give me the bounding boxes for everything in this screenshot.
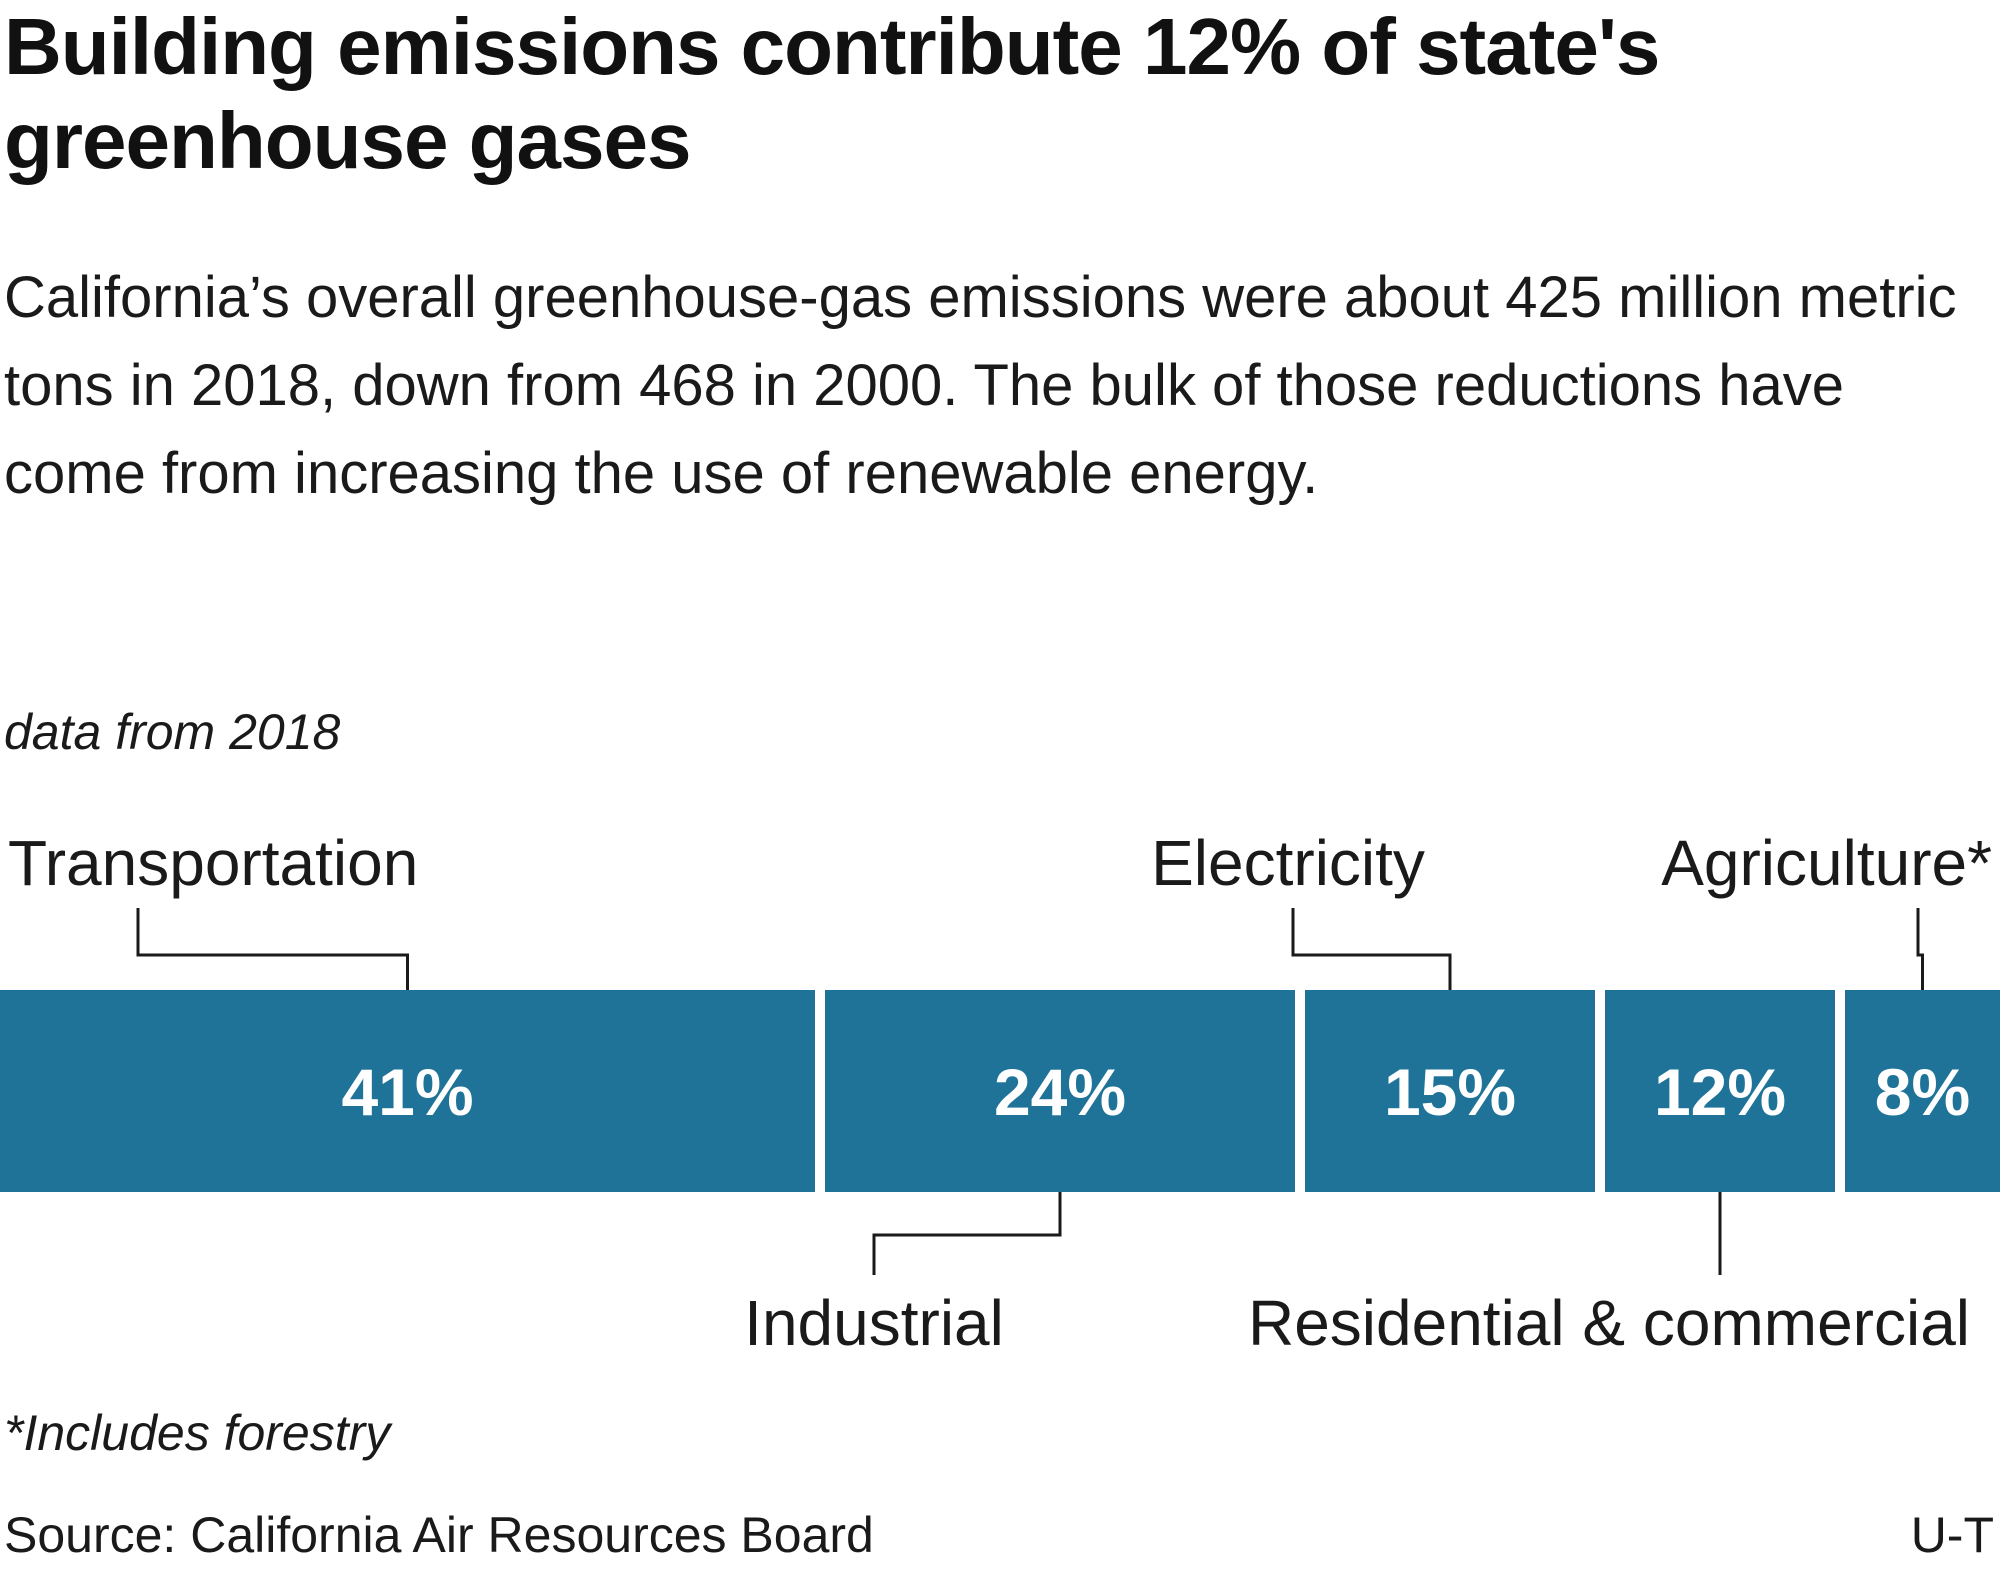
category-label-residential-commercial: Residential & commercial — [1248, 1287, 1970, 1359]
value-label-electricity: 15% — [1384, 1055, 1516, 1129]
bar-industrial — [825, 990, 1295, 1192]
value-label-agriculture: 8% — [1875, 1055, 1970, 1129]
chart-title: Building emissions contribute 12% of sta… — [4, 2, 1660, 185]
footnote: *Includes forestry — [4, 1405, 391, 1461]
bar-transportation — [0, 990, 815, 1192]
credit-line: U-T — [1910, 1507, 1994, 1563]
bar-agriculture — [1845, 990, 2000, 1192]
chart-subtitle: California’s overall greenhouse-gas emis… — [4, 265, 1957, 506]
bar-residential-commercial — [1605, 990, 1835, 1192]
data-year-note: data from 2018 — [4, 704, 341, 760]
leader-line-agriculture — [1916, 908, 1924, 990]
leader-line-electricity — [1291, 908, 1452, 990]
value-label-residential-commercial: 12% — [1654, 1055, 1786, 1129]
value-label-industrial: 24% — [994, 1055, 1126, 1129]
bar-electricity — [1305, 990, 1595, 1192]
category-label-industrial: Industrial — [744, 1287, 1004, 1359]
category-label-agriculture: Agriculture* — [1661, 827, 1992, 899]
source-line: Source: California Air Resources Board — [4, 1507, 874, 1563]
category-label-electricity: Electricity — [1151, 827, 1425, 899]
value-label-transportation: 41% — [341, 1055, 473, 1129]
leader-line-industrial — [872, 1192, 1062, 1275]
category-label-transportation: Transportation — [8, 827, 418, 899]
leader-line-transportation — [136, 908, 409, 990]
